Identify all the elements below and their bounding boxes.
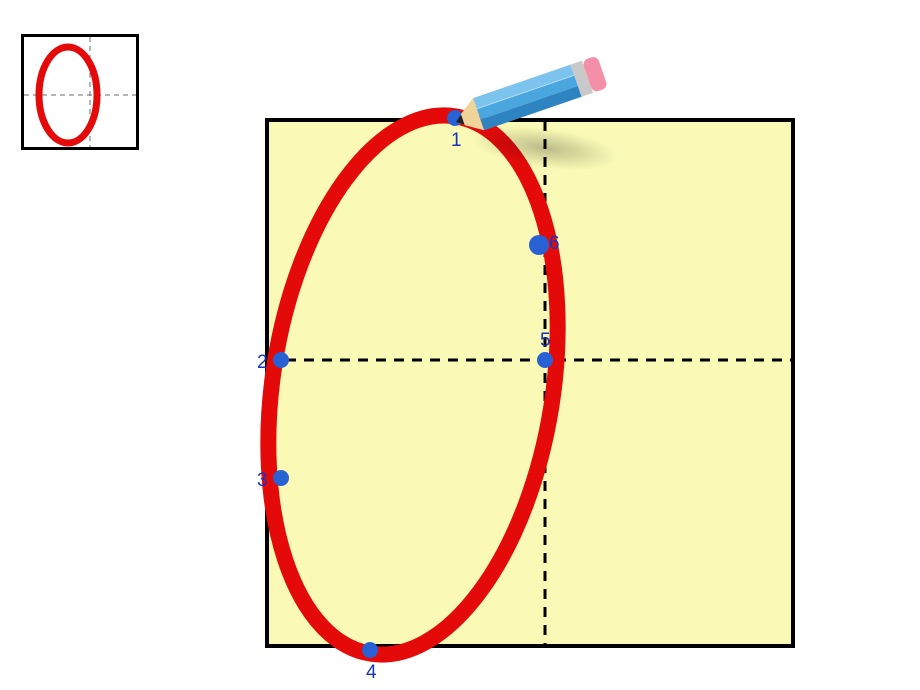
pencil-icon: [0, 0, 920, 690]
diagram-canvas: 123456: [0, 0, 920, 690]
